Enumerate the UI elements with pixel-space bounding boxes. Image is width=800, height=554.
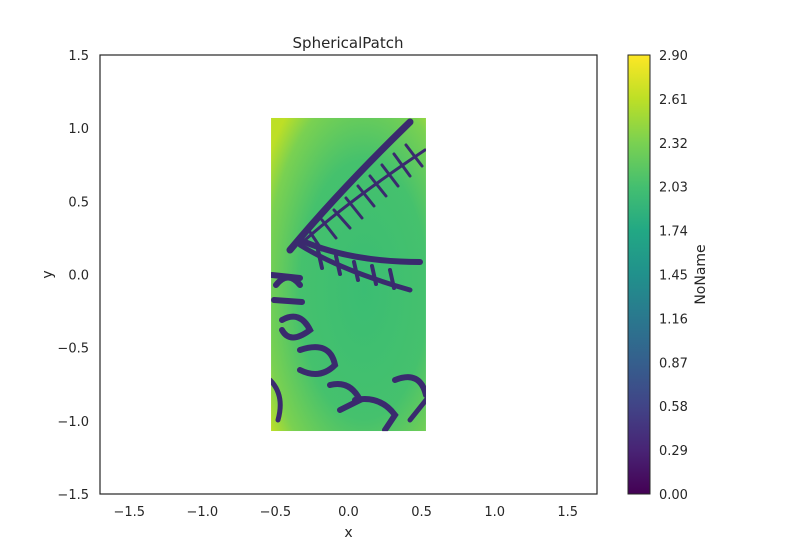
colorbar-tick-label: 0.87 xyxy=(659,356,688,371)
y-tick-label: 0.0 xyxy=(68,269,89,284)
y-tick-label: −0.5 xyxy=(57,342,89,357)
x-axis: −1.5 −1.0 −0.5 0.0 0.5 1.0 1.5 xyxy=(113,505,578,520)
colorbar-tick-label: 1.74 xyxy=(659,225,688,240)
x-axis-label: x xyxy=(344,525,352,541)
y-tick-label: 1.0 xyxy=(68,122,89,137)
y-tick-label: 0.5 xyxy=(68,195,89,210)
image-patch xyxy=(271,117,426,432)
colorbar-tick-label: 2.32 xyxy=(659,137,688,152)
colorbar-label: NoName xyxy=(693,244,709,304)
x-tick-label: −0.5 xyxy=(260,505,292,520)
colorbar xyxy=(627,54,651,495)
colorbar-tick-label: 2.03 xyxy=(659,181,688,196)
y-axis-label: y xyxy=(40,270,56,278)
colorbar-tick-label: 1.16 xyxy=(659,312,688,327)
colorbar-tick-label: 1.45 xyxy=(659,269,688,284)
y-tick-label: −1.5 xyxy=(57,488,89,503)
image-patch-strokes xyxy=(271,118,426,432)
x-tick-label: 0.5 xyxy=(411,505,432,520)
chart-title: SphericalPatch xyxy=(293,34,404,52)
colorbar-tick-label: 2.61 xyxy=(659,93,688,108)
y-tick-label: −1.0 xyxy=(57,415,89,430)
y-axis: −1.5 −1.0 −0.5 0.0 0.5 1.0 1.5 xyxy=(57,49,89,503)
x-tick-label: 1.0 xyxy=(484,505,505,520)
x-tick-label: 1.5 xyxy=(557,505,578,520)
x-tick-label: −1.5 xyxy=(113,505,145,520)
colorbar-tick-label: 0.29 xyxy=(659,444,688,459)
x-tick-label: −1.0 xyxy=(187,505,219,520)
x-tick-label: 0.0 xyxy=(338,505,359,520)
colorbar-tick-label: 0.00 xyxy=(659,488,688,503)
colorbar-tick-label: 2.90 xyxy=(659,49,688,64)
colorbar-ticks: 0.00 0.29 0.58 0.87 1.16 1.45 1.74 2.03 2.32 2.61… xyxy=(659,49,688,503)
colorbar-tick-label: 0.58 xyxy=(659,400,688,415)
y-tick-label: 1.5 xyxy=(68,49,89,64)
axes-frame xyxy=(99,54,598,495)
